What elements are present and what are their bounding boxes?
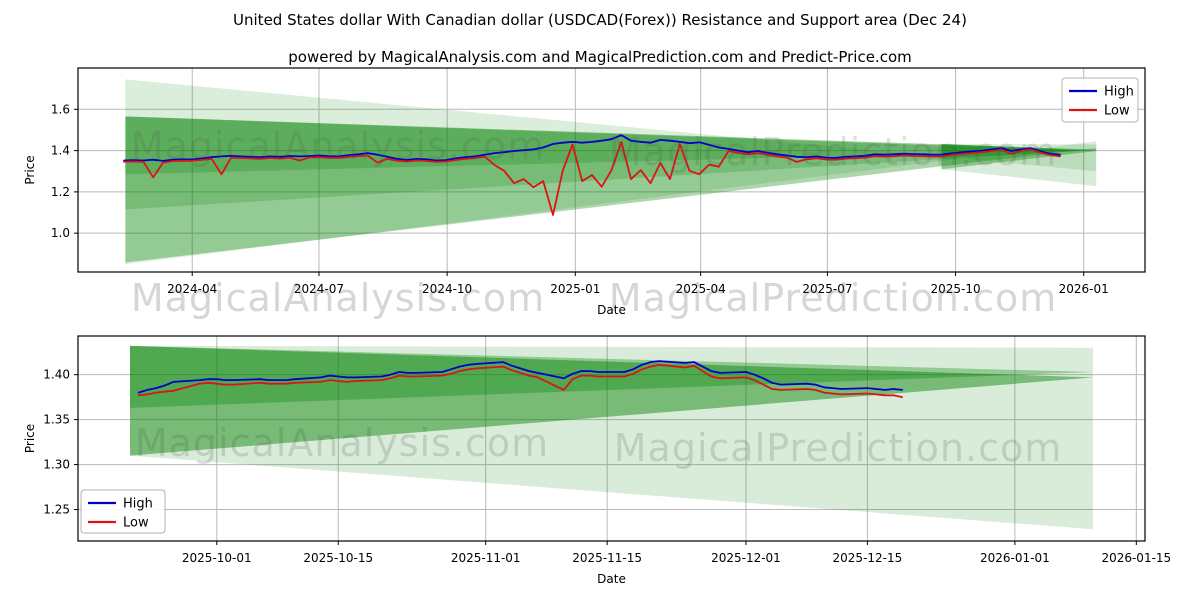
x-tick-label: 2025-11-15 bbox=[572, 551, 642, 565]
y-tick-label: 1.30 bbox=[43, 458, 70, 472]
y-tick-label: 1.0 bbox=[51, 226, 70, 240]
y-tick-label: 1.6 bbox=[51, 102, 70, 116]
plot-border bbox=[77, 67, 1146, 273]
x-axis-label: Date bbox=[597, 303, 626, 317]
x-tick-label: 2024-10 bbox=[422, 282, 472, 296]
x-tick-label: 2024-04 bbox=[167, 282, 217, 296]
legend-item-label: Low bbox=[123, 516, 149, 531]
low-line bbox=[123, 140, 1061, 216]
x-tick-label: 2024-07 bbox=[294, 282, 344, 296]
x-tick-label: 2025-11-01 bbox=[451, 551, 521, 565]
y-tick-label: 1.25 bbox=[43, 503, 70, 517]
long-term-band-mid bbox=[125, 116, 1097, 210]
low-line bbox=[137, 363, 903, 399]
page-title: United States dollar With Canadian dolla… bbox=[233, 11, 967, 29]
legend-item-label: Low bbox=[1104, 104, 1130, 119]
short-term-outer-area bbox=[130, 345, 1093, 530]
long-term-band-top bbox=[125, 116, 1097, 175]
high-line bbox=[123, 134, 1061, 162]
x-tick-label: 2025-10 bbox=[930, 282, 980, 296]
x-tick-label: 2025-10-01 bbox=[182, 551, 252, 565]
legend-item-label: High bbox=[123, 497, 153, 512]
high-line bbox=[137, 360, 903, 394]
legend: High Low bbox=[1061, 77, 1139, 123]
legend-item-label: High bbox=[1104, 85, 1134, 100]
bottom-chart: 2025-10-01 2025-10-15 2025-11-01 2025-11-15… bbox=[23, 335, 1171, 586]
legend: High Low bbox=[80, 489, 166, 534]
y-axis-label: Price bbox=[23, 155, 37, 184]
top-chart: 2024-04 2024-07 2024-10 2025-01 2025-04 2025-… bbox=[23, 67, 1146, 317]
short-term-band bbox=[130, 345, 1093, 456]
page-subtitle: powered by MagicalAnalysis.com and Magic… bbox=[288, 48, 912, 66]
x-tick-label: 2025-04 bbox=[676, 282, 726, 296]
x-tick-label: 2025-07 bbox=[802, 282, 852, 296]
y-tick-label: 1.35 bbox=[43, 413, 70, 427]
x-tick-label: 2025-01 bbox=[550, 282, 600, 296]
x-tick-label: 2026-01-01 bbox=[980, 551, 1050, 565]
x-tick-label: 2026-01-15 bbox=[1101, 551, 1171, 565]
y-tick-label: 1.4 bbox=[51, 144, 70, 158]
plot-border bbox=[77, 335, 1146, 542]
y-tick-label: 1.40 bbox=[43, 368, 70, 382]
x-tick-label: 2026-01 bbox=[1059, 282, 1109, 296]
y-axis-label: Price bbox=[23, 424, 37, 453]
x-axis-label: Date bbox=[597, 572, 626, 586]
y-tick-label: 1.2 bbox=[51, 185, 70, 199]
x-tick-label: 2025-12-15 bbox=[833, 551, 903, 565]
x-tick-label: 2025-12-01 bbox=[711, 551, 781, 565]
x-tick-label: 2025-10-15 bbox=[303, 551, 373, 565]
